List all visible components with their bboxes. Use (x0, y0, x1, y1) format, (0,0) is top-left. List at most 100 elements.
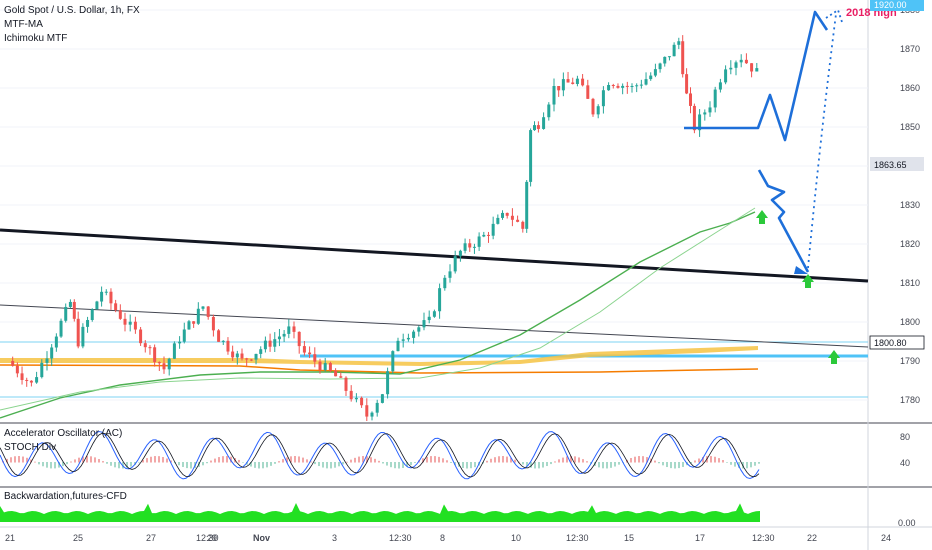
ac-bar-602 (602, 462, 604, 469)
candles-layer (11, 35, 759, 422)
candle-body-99 (496, 217, 500, 224)
candle-body-3 (25, 379, 29, 381)
price-axis[interactable] (868, 0, 932, 550)
candle-body-41 (206, 306, 210, 317)
price-tick-1780: 1780 (900, 395, 920, 405)
candle-body-110 (547, 104, 551, 118)
ac-bar-726 (726, 462, 728, 463)
candle-body-11 (64, 306, 68, 321)
ac-bar-358 (358, 456, 360, 463)
ac-bar-162 (162, 457, 164, 463)
candle-body-137 (677, 41, 681, 45)
ac-bar-350 (350, 459, 352, 463)
stoch-line-d (0, 432, 760, 478)
candle-body-118 (586, 85, 590, 99)
candle-body-59 (292, 326, 296, 332)
ac-bar-54 (54, 462, 56, 469)
ac-bar-518 (518, 461, 520, 463)
ma-green-2 (0, 207, 756, 411)
candle-body-28 (143, 343, 147, 348)
projection-lower (757, 169, 810, 273)
ac-bar-546 (546, 462, 548, 467)
price-tick-1800: 1800 (900, 317, 920, 327)
candle-body-61 (302, 346, 306, 353)
ac-bar-486 (486, 460, 488, 463)
ac-bar-170 (170, 460, 172, 463)
candle-body-85 (427, 316, 431, 321)
candle-body-128 (635, 85, 639, 87)
candle-body-66 (328, 363, 332, 371)
candle-body-70 (349, 390, 353, 400)
candle-body-43 (217, 330, 221, 342)
candle-body-121 (601, 90, 605, 107)
candle-body-55 (273, 339, 277, 347)
ac-bar-522 (522, 462, 524, 465)
ac-bar-538 (538, 462, 540, 469)
ac-bar-322 (322, 462, 324, 468)
price-tick-1790: 1790 (900, 356, 920, 366)
candle-body-102 (510, 215, 514, 220)
ac-bar-382 (382, 462, 384, 464)
candle-body-58 (287, 326, 291, 334)
ac-bar-514 (514, 459, 516, 463)
ac-bar-502 (502, 456, 504, 463)
ac-bar-638 (638, 456, 640, 463)
candle-body-78 (391, 351, 395, 372)
ac-bar-50 (50, 462, 52, 469)
ac-bar-42 (42, 462, 44, 467)
ac-bar-394 (394, 462, 396, 469)
candle-body-93 (468, 243, 472, 248)
candle-body-97 (486, 234, 490, 236)
ac-bar-450 (450, 462, 452, 463)
ac-bar-346 (346, 461, 348, 463)
ac-bar-38 (38, 462, 40, 465)
ac-bar-166 (166, 458, 168, 463)
candle-body-132 (653, 69, 657, 76)
ac-bar-582 (582, 459, 584, 463)
candle-body-13 (72, 301, 76, 319)
candle-body-131 (649, 75, 653, 80)
ac-bar-338 (338, 462, 340, 467)
ac-bar-218 (218, 457, 220, 463)
ac-bar-122 (122, 462, 124, 469)
candle-body-38 (192, 321, 196, 324)
ac-bar-14 (14, 456, 16, 463)
candle-body-27 (139, 329, 143, 344)
candle-body-98 (491, 223, 495, 236)
ac-bar-138 (138, 462, 140, 463)
pane2-tick-80: 80 (900, 432, 910, 442)
ac-bar-570 (570, 456, 572, 463)
ac-bar-74 (74, 459, 76, 463)
ac-bar-494 (494, 457, 496, 463)
time-tick-8: 8 (440, 533, 445, 543)
candle-body-46 (231, 351, 235, 358)
candle-body-79 (396, 340, 400, 352)
ac-bar-6 (6, 458, 8, 463)
volume-area (0, 503, 760, 522)
ac-bar-574 (574, 456, 576, 463)
candle-body-120 (596, 106, 600, 115)
indicator-ichimoku: Ichimoku MTF (4, 33, 67, 44)
time-tick-12: 17 (695, 533, 705, 543)
ac-bar-98 (98, 459, 100, 463)
ac-bar-214 (214, 458, 216, 463)
candle-body-136 (672, 44, 676, 57)
candle-body-25 (128, 321, 132, 325)
candle-body-68 (339, 376, 343, 378)
secondary-trendline (0, 304, 869, 348)
ac-bar-498 (498, 456, 500, 463)
ac-bar-734 (734, 462, 736, 467)
projection-dotted (807, 13, 837, 269)
candle-body-144 (708, 107, 712, 113)
pane2-title-stoch: STOCH Div (4, 442, 56, 453)
ac-bar-18 (18, 456, 20, 463)
ac-bar-730 (730, 462, 732, 465)
svg-text:1800.80: 1800.80 (874, 338, 907, 348)
time-tick-4: 12:30 (196, 533, 219, 543)
candle-body-87 (438, 288, 442, 312)
ac-bar-738 (738, 462, 740, 468)
ac-bar-462 (462, 462, 464, 468)
time-tick-5: Nov (253, 533, 270, 543)
